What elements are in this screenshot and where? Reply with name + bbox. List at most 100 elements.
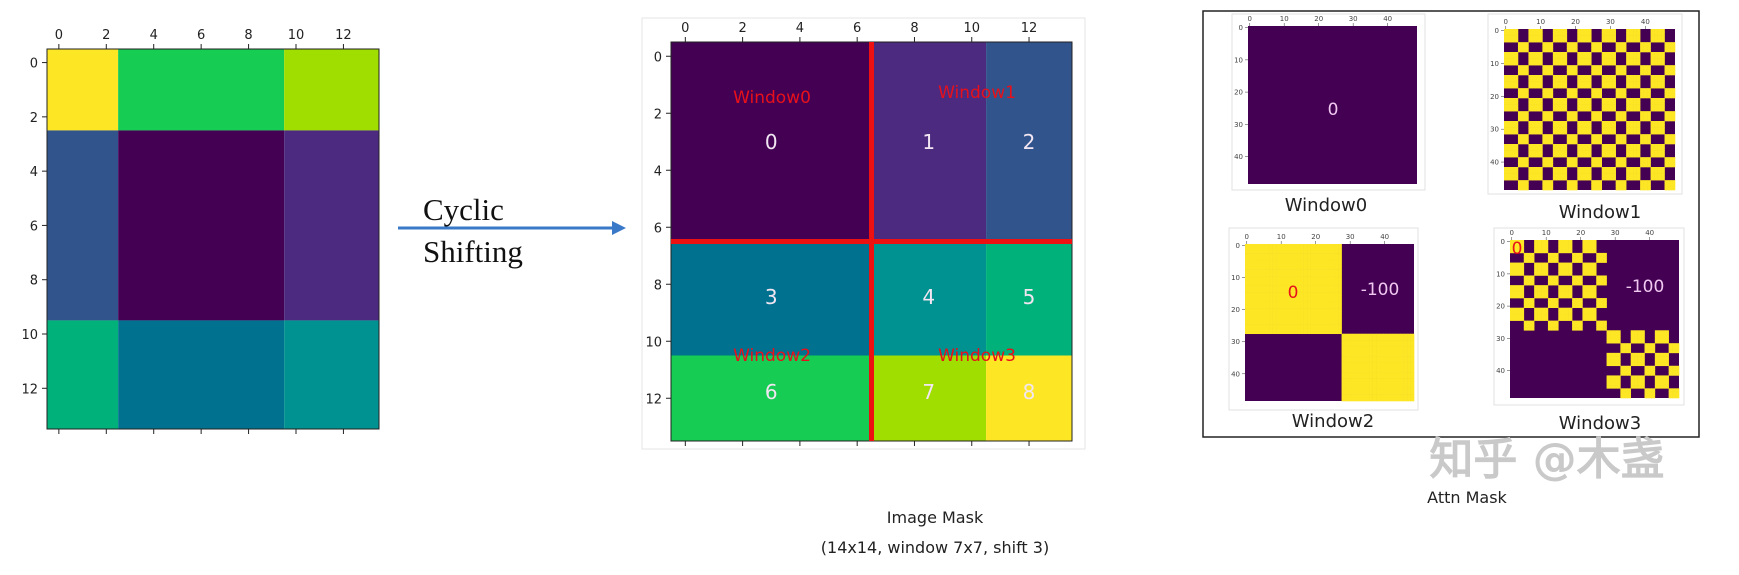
mask-cell [1594,91,1599,96]
mask-cell [1599,304,1604,309]
mask-cell [1341,333,1346,338]
mask-cell [1296,279,1301,283]
mask-cell [1293,269,1298,274]
mask-cell [1303,279,1308,283]
mask-cell [1410,346,1415,351]
mask-cell [1661,362,1666,367]
mask-cell [1382,372,1387,376]
mask-cell [1251,253,1256,258]
mask-cell [1504,75,1508,79]
mask-cell [1365,333,1370,338]
mask-cell [1668,343,1673,347]
mask-cell [1382,343,1387,347]
mask-cell [1293,276,1298,280]
mask-cell [1538,144,1543,148]
mask-cell [1661,107,1665,112]
mask-cell [1276,311,1280,315]
mask-cell [1265,288,1270,293]
mask-cell [1654,330,1659,334]
mask-cell [1265,317,1270,322]
mask-cell [1403,346,1408,351]
mask-cell [1664,157,1669,161]
mask-cell [1327,301,1332,306]
mask-cell [1643,137,1648,142]
mask-cell [1510,170,1515,174]
mask-cell [1559,101,1564,105]
mask-cell [1563,124,1568,128]
mask-cell [1248,282,1253,286]
mask-cell [1358,333,1363,338]
mask-cell [1556,150,1561,155]
mask-cell [1265,304,1270,309]
mask-cell [1262,330,1266,335]
mask-cell [1504,78,1508,82]
mask-cell [1636,127,1641,132]
x-tick-label: 30 [1611,229,1620,237]
mask-cell [1262,295,1266,299]
mask-cell [1389,365,1394,370]
mask-cell [1317,314,1322,318]
mask-cell [1542,48,1547,53]
mask-cell [1575,301,1580,305]
mask-cell [1559,78,1564,82]
window-caption: Window0 [1285,195,1367,216]
mask-cell [1619,180,1623,184]
mask-cell [1605,173,1609,178]
mask-cell [1606,330,1611,334]
mask-cell [1265,250,1270,254]
mask-cell [1507,58,1512,63]
mask-cell [1650,147,1655,151]
mask-cell [1313,308,1318,312]
mask-cell [1255,317,1260,322]
mask-cell [1538,78,1543,82]
mask-cell [1504,29,1508,33]
mask-cell [1300,253,1304,258]
mask-cell [1524,114,1529,119]
mask-cell [1671,180,1676,184]
mask-cell [1524,42,1529,46]
mask-cell [1527,278,1531,283]
mask-cell [1372,349,1377,354]
mask-cell [1303,247,1308,251]
mask-cell [1558,249,1563,254]
mask-cell [1620,394,1625,399]
mask-cell [1341,349,1346,354]
mask-cell [1587,121,1592,125]
mask-cell [1549,111,1554,115]
region-cell [47,49,119,131]
mask-cell [1251,266,1256,270]
mask-cell [1331,304,1335,309]
mask-cell [1594,68,1599,73]
mask-cell [1551,259,1556,263]
mask-cell [1510,61,1515,66]
mask-cell [1369,340,1373,344]
mask-cell [1514,104,1519,109]
mask-cell [1640,183,1644,188]
mask-cell [1535,35,1540,40]
mask-cell [1580,107,1585,112]
mask-cell [1566,68,1571,73]
mask-cell [1570,180,1575,184]
mask-cell [1514,78,1519,82]
mask-cell [1334,320,1339,325]
mask-cell [1379,397,1384,402]
mask-cell [1634,385,1638,389]
mask-cell [1619,45,1623,50]
mask-cell [1358,384,1363,389]
mask-cell [1324,304,1329,309]
mask-cell [1279,314,1284,318]
mask-cell [1629,61,1634,66]
mask-cell [1269,324,1273,328]
mask-cell [1331,247,1335,251]
mask-cell [1657,52,1662,56]
mask-cell [1286,282,1291,286]
mask-cell [1661,330,1666,334]
mask-cell [1376,362,1380,367]
mask-cell [1570,114,1575,119]
mask-cell [1400,359,1404,363]
mask-cell [1400,375,1404,379]
mask-cell [1650,107,1655,112]
mask-cell [1575,304,1580,309]
mask-cell [1324,327,1329,331]
